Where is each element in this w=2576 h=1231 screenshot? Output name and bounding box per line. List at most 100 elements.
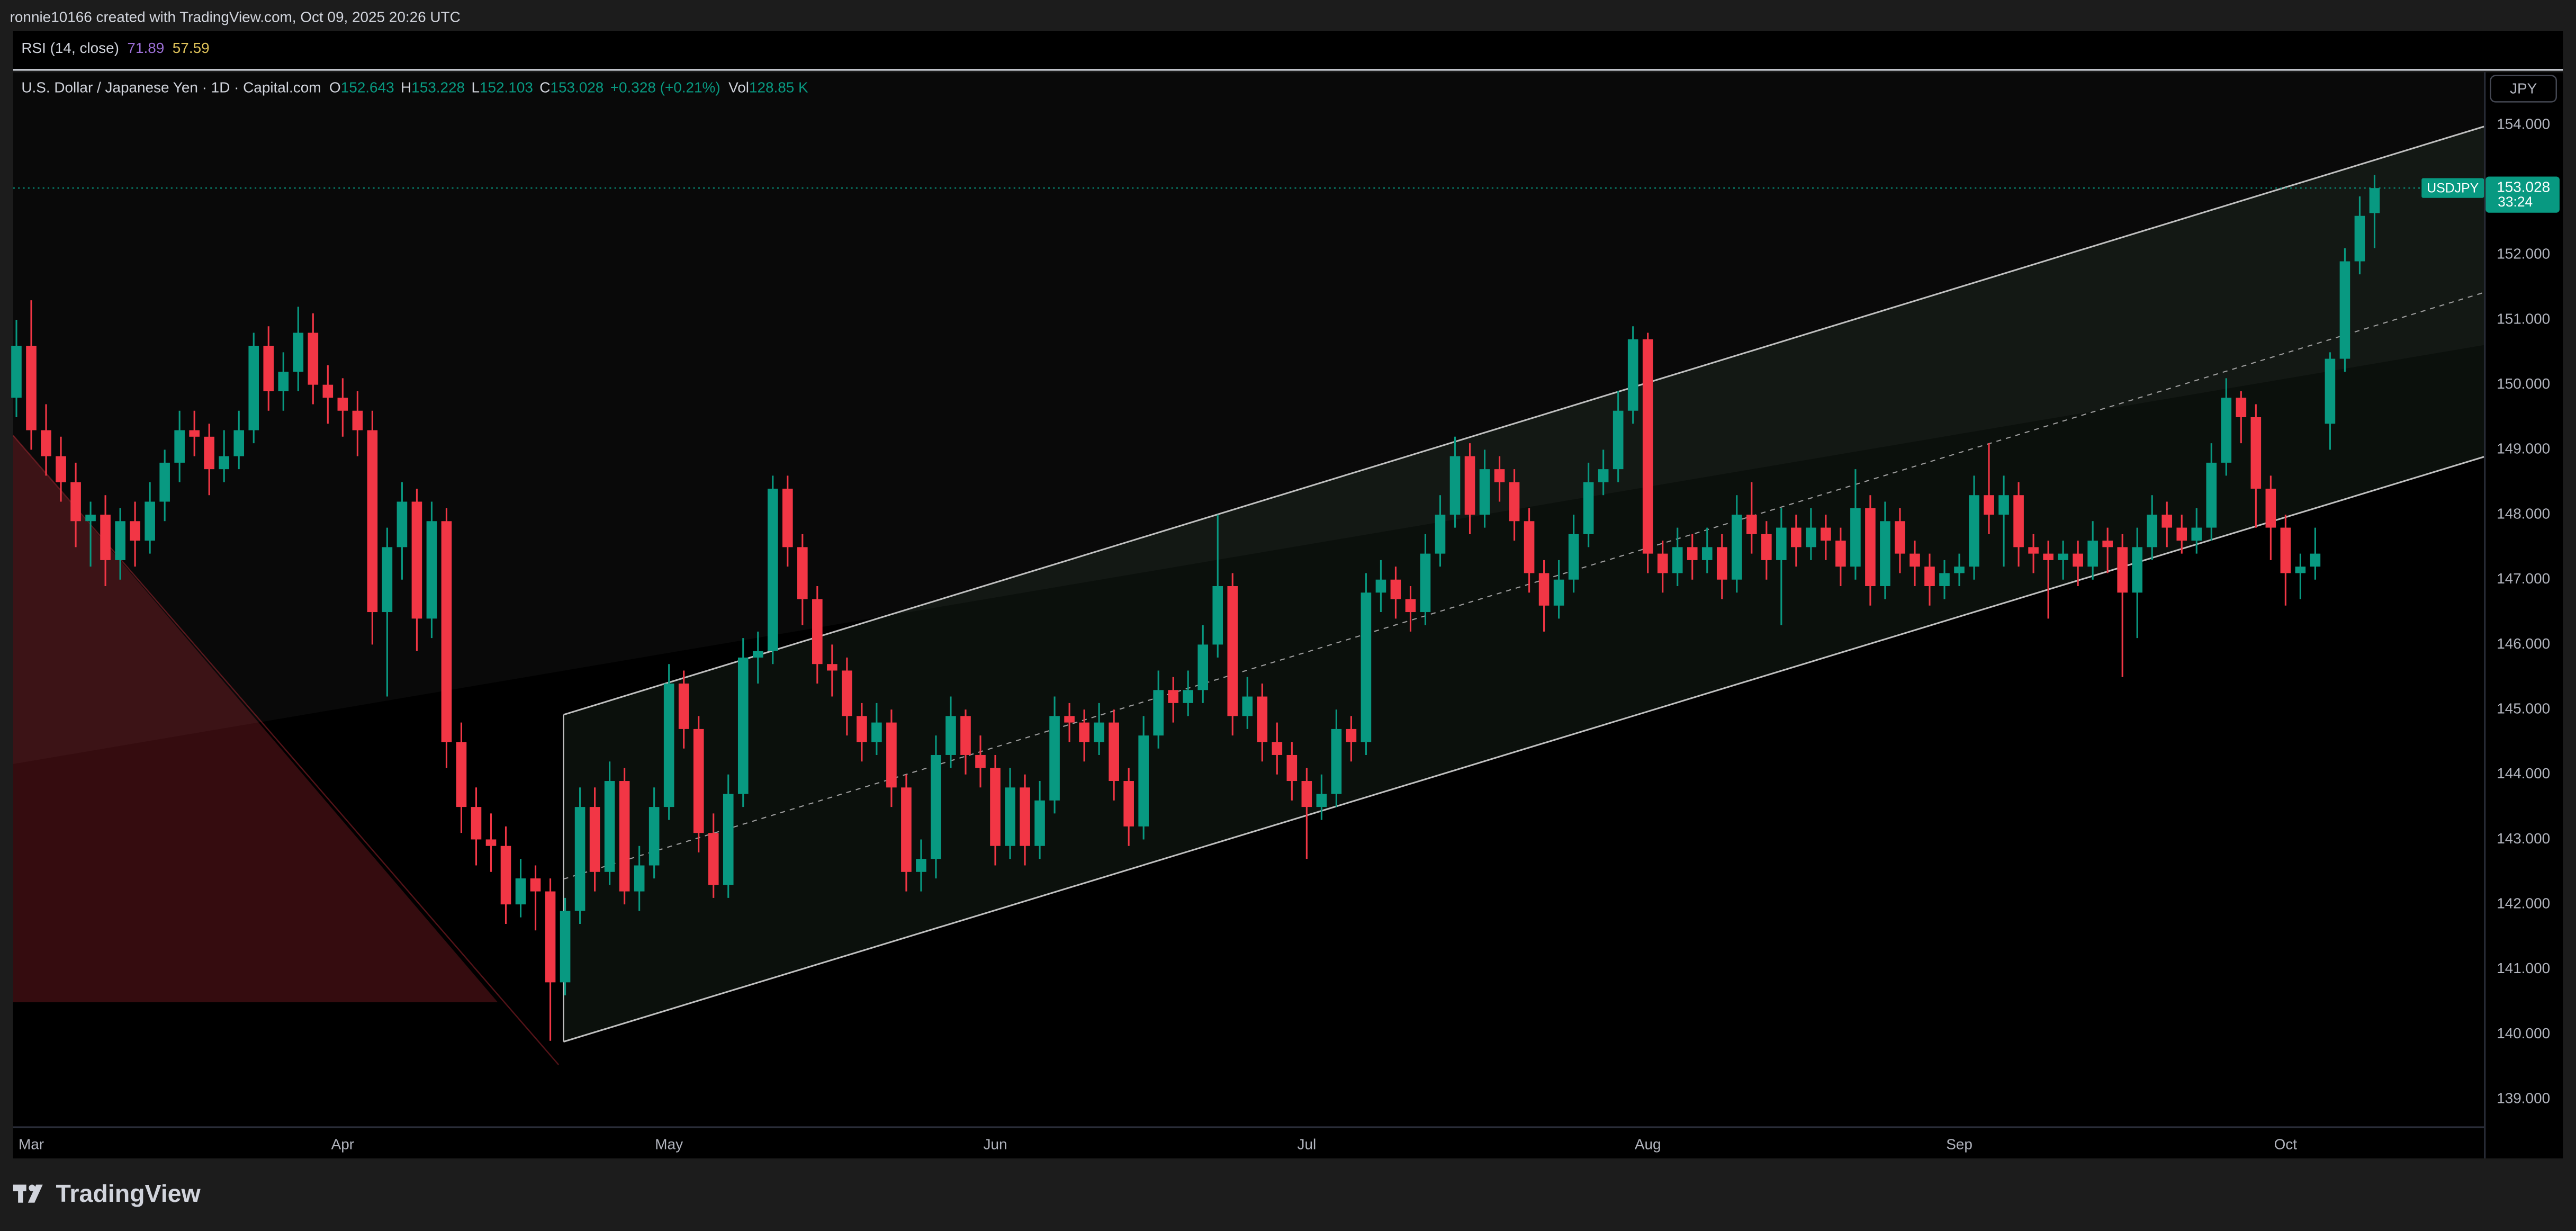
- candle-body: [1583, 482, 1594, 534]
- legend: U.S. Dollar / Japanese Yen · 1D · Capita…: [21, 79, 808, 96]
- candle-body: [1257, 696, 1268, 742]
- candle-body: [471, 807, 482, 840]
- candle-body: [382, 547, 393, 613]
- candle-body: [1627, 339, 1638, 411]
- brand: TradingView: [13, 1180, 201, 1207]
- candle-body: [1761, 534, 1772, 560]
- candle-body: [100, 515, 111, 560]
- candle-body: [2221, 398, 2232, 463]
- candle-body: [1064, 716, 1075, 723]
- candle-body: [2280, 527, 2291, 573]
- candle-body: [1183, 690, 1194, 703]
- candle-body: [352, 410, 363, 430]
- y-tick-label: 141.000: [2497, 960, 2550, 976]
- ohlc-label: O: [329, 79, 341, 96]
- brand-name: TradingView: [56, 1180, 201, 1207]
- candle-body: [574, 807, 586, 911]
- x-tick-label: Oct: [2274, 1136, 2298, 1152]
- candle-body: [1316, 794, 1327, 807]
- candle-body: [1479, 469, 1490, 515]
- rsi-name: RSI (14, close): [21, 40, 119, 56]
- candle-body: [1375, 579, 1386, 593]
- candle-body: [2369, 188, 2380, 213]
- candle-body: [1449, 456, 1461, 515]
- candle-body: [441, 521, 452, 742]
- candle-body: [1998, 495, 2009, 515]
- candle-body: [1821, 527, 1831, 541]
- candle-body: [857, 716, 867, 742]
- y-tick-label: 143.000: [2497, 830, 2550, 847]
- candle-body: [1791, 527, 1802, 547]
- candle-body: [2147, 515, 2158, 547]
- y-tick-label: 142.000: [2497, 895, 2550, 912]
- candle-body: [233, 430, 245, 456]
- candle-body: [901, 787, 912, 872]
- ohlc-label: C: [539, 79, 550, 96]
- price-tag-value: 153.028: [2497, 179, 2550, 195]
- candle-body: [871, 722, 882, 742]
- candle-body: [1895, 521, 1905, 554]
- candle-body: [767, 488, 778, 651]
- candle-body: [782, 488, 793, 547]
- candle-body: [1168, 690, 1179, 703]
- candle-body: [1568, 534, 1579, 580]
- candle-body: [1613, 410, 1624, 470]
- candle-body: [1880, 521, 1890, 586]
- candle-body: [1509, 482, 1520, 522]
- candle-body: [174, 430, 185, 463]
- volume: 128.85 K: [749, 79, 808, 96]
- candle-body: [2013, 495, 2024, 547]
- y-tick-label: 140.000: [2497, 1025, 2550, 1041]
- logo-part: [18, 1184, 23, 1203]
- candle-body: [1776, 527, 1787, 560]
- candle-body: [426, 521, 437, 619]
- candle-body: [2117, 547, 2128, 593]
- ohlc-value: 153.028: [550, 79, 604, 96]
- candle-body: [2176, 527, 2187, 541]
- ohlc-value: 152.103: [480, 79, 533, 96]
- candle-body: [204, 436, 215, 470]
- candle-body: [1657, 553, 1668, 573]
- candle-body: [2354, 215, 2365, 262]
- candle-body: [411, 501, 422, 619]
- y-tick-label: 149.000: [2497, 441, 2550, 457]
- candle-body: [752, 651, 763, 658]
- x-tick-label: Sep: [1946, 1136, 1972, 1152]
- candle-body: [1701, 547, 1713, 560]
- candle-body: [263, 346, 274, 391]
- legend-title: U.S. Dollar / Japanese Yen · 1D · Capita…: [21, 79, 321, 96]
- candle-body: [1731, 515, 1742, 580]
- candle-body: [278, 372, 289, 391]
- candle-body: [2339, 261, 2350, 359]
- candle-body: [797, 547, 808, 599]
- y-tick-label: 139.000: [2497, 1090, 2550, 1107]
- candle-body: [2043, 553, 2053, 560]
- ohlc-value: 152.643: [341, 79, 394, 96]
- candle-body: [1227, 586, 1238, 716]
- candle-body: [70, 482, 81, 522]
- candle-body: [975, 754, 986, 768]
- candle-body: [1331, 729, 1342, 794]
- candle-body: [1020, 787, 1030, 846]
- candle-body: [500, 846, 511, 905]
- candle-body: [1939, 573, 1950, 586]
- candle-body: [1969, 495, 1979, 567]
- currency[interactable]: JPY: [2510, 80, 2537, 97]
- candle-body: [2265, 488, 2276, 528]
- candle-body: [693, 729, 704, 833]
- candle-body: [1212, 586, 1223, 645]
- candle-body: [916, 859, 926, 872]
- candle-body: [2310, 553, 2321, 567]
- candle-body: [604, 781, 615, 872]
- channel-lower: [563, 456, 2484, 1043]
- candle-body: [619, 781, 630, 892]
- candle-body: [322, 384, 334, 398]
- candle-body: [1806, 527, 1816, 547]
- candle-body: [248, 346, 259, 430]
- currency-button[interactable]: [2490, 75, 2557, 103]
- credit: ronnie10166 created with TradingView.com…: [10, 9, 461, 25]
- candle-body: [1835, 541, 1846, 567]
- channel-upper: [563, 125, 2484, 716]
- candle-body: [2295, 567, 2306, 573]
